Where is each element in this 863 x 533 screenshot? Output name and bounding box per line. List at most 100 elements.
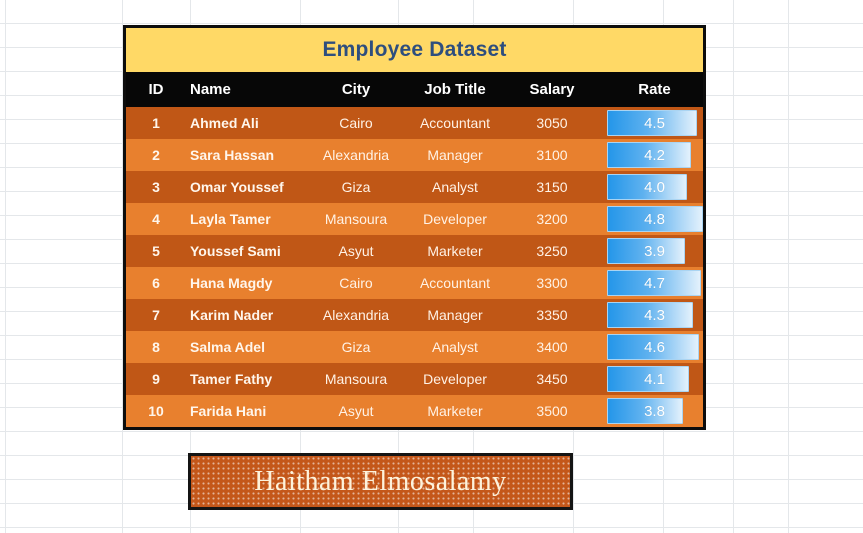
rate-bar-track [607,270,703,296]
rate-value: 4.8 [644,210,665,228]
name-cell[interactable]: Hana Magdy [190,275,273,291]
table-row: 1 Ahmed Ali Cairo Accountant 3050 4.5 [126,107,703,139]
table-row: 10 Farida Hani Asyut Marketer 3500 3.8 [126,395,703,427]
rate-value: 4.7 [644,274,665,292]
column-header-rate[interactable]: Rate [638,81,671,98]
name-cell[interactable]: Tamer Fathy [190,371,273,387]
rate-cell[interactable]: 4.3 [606,299,703,331]
rate-cell[interactable]: 4.2 [606,139,703,171]
job-cell[interactable]: Marketer [427,243,483,259]
city-cell[interactable]: Alexandria [322,307,390,323]
rate-cell[interactable]: 4.5 [606,107,703,139]
rate-bar-track [607,206,703,232]
id-cell[interactable]: 10 [148,403,164,419]
rate-bar-track [607,398,703,424]
city-cell[interactable]: Giza [341,179,371,195]
name-cell[interactable]: Omar Youssef [190,179,284,195]
job-cell[interactable]: Manager [427,147,483,163]
rate-bar-track [607,238,703,264]
id-cell[interactable]: 9 [152,371,160,387]
rate-bar-track [607,302,703,328]
rate-value: 3.8 [644,402,665,420]
id-cell[interactable]: 6 [152,275,160,291]
id-cell[interactable]: 2 [152,147,160,163]
table-row: 3 Omar Youssef Giza Analyst 3150 4.0 [126,171,703,203]
rate-cell[interactable]: 4.7 [606,267,703,299]
job-cell[interactable]: Accountant [419,275,491,291]
salary-cell[interactable]: 3300 [536,275,568,291]
rate-value: 4.5 [644,114,665,132]
column-header-salary[interactable]: Salary [529,81,575,98]
table-row: 4 Layla Tamer Mansoura Developer 3200 4.8 [126,203,703,235]
salary-cell[interactable]: 3500 [536,403,568,419]
rate-value: 4.0 [644,178,665,196]
rate-bar-track [607,366,703,392]
rate-bar-track [607,174,703,200]
table-body: 1 Ahmed Ali Cairo Accountant 3050 4.5 2 Sara Ha… [126,107,703,427]
salary-cell[interactable]: 3200 [536,211,568,227]
job-cell[interactable]: Manager [427,307,483,323]
job-cell[interactable]: Developer [423,371,487,387]
rate-bar-track [607,110,703,136]
id-cell[interactable]: 5 [152,243,160,259]
salary-cell[interactable]: 3350 [536,307,568,323]
rate-cell[interactable]: 4.6 [606,331,703,363]
id-cell[interactable]: 8 [152,339,160,355]
column-header-id[interactable]: ID [148,81,164,98]
id-cell[interactable]: 3 [152,179,160,195]
rate-data-bar [607,398,683,424]
table-row: 2 Sara Hassan Alexandria Manager 3100 4.2 [126,139,703,171]
sheet-gridline [788,0,789,533]
name-cell[interactable]: Ahmed Ali [190,115,259,131]
rate-cell[interactable]: 4.1 [606,363,703,395]
city-cell[interactable]: Mansoura [324,211,388,227]
rate-bar-track [607,334,703,360]
rate-data-bar [607,270,701,296]
salary-cell[interactable]: 3150 [536,179,568,195]
rate-value: 4.1 [644,370,665,388]
city-cell[interactable]: Asyut [338,403,374,419]
rate-data-bar [607,142,691,168]
city-cell[interactable]: Giza [341,339,371,355]
salary-cell[interactable]: 3100 [536,147,568,163]
column-header-name[interactable]: Name [190,81,231,98]
table-title-cell[interactable]: Employee Dataset [126,28,703,72]
signature-shape[interactable]: Haitham Elmosalamy [188,453,573,510]
name-cell[interactable]: Farida Hani [190,403,267,419]
rate-data-bar [607,174,687,200]
salary-cell[interactable]: 3400 [536,339,568,355]
rate-cell[interactable]: 3.9 [606,235,703,267]
column-header-job-title[interactable]: Job Title [424,81,486,98]
rate-cell[interactable]: 4.8 [606,203,703,235]
id-cell[interactable]: 7 [152,307,160,323]
job-cell[interactable]: Analyst [432,179,478,195]
job-cell[interactable]: Developer [423,211,487,227]
name-cell[interactable]: Layla Tamer [190,211,271,227]
salary-cell[interactable]: 3250 [536,243,568,259]
table-row: 9 Tamer Fathy Mansoura Developer 3450 4.1 [126,363,703,395]
city-cell[interactable]: Cairo [339,115,373,131]
column-header-city[interactable]: City [341,81,371,98]
salary-cell[interactable]: 3450 [536,371,568,387]
city-cell[interactable]: Alexandria [322,147,390,163]
job-cell[interactable]: Analyst [432,339,478,355]
city-cell[interactable]: Asyut [338,243,374,259]
city-cell[interactable]: Cairo [339,275,373,291]
table-title: Employee Dataset [322,38,507,61]
name-cell[interactable]: Youssef Sami [190,243,281,259]
table-row: 5 Youssef Sami Asyut Marketer 3250 3.9 [126,235,703,267]
sheet-gridline [733,0,734,533]
name-cell[interactable]: Salma Adel [190,339,265,355]
rate-cell[interactable]: 3.8 [606,395,703,427]
salary-cell[interactable]: 3050 [536,115,568,131]
job-cell[interactable]: Accountant [419,115,491,131]
city-cell[interactable]: Mansoura [324,371,388,387]
sheet-gridline [122,0,123,533]
id-cell[interactable]: 4 [152,211,160,227]
name-cell[interactable]: Sara Hassan [190,147,275,163]
name-cell[interactable]: Karim Nader [190,307,274,323]
rate-cell[interactable]: 4.0 [606,171,703,203]
id-cell[interactable]: 1 [152,115,160,131]
job-cell[interactable]: Marketer [427,403,483,419]
